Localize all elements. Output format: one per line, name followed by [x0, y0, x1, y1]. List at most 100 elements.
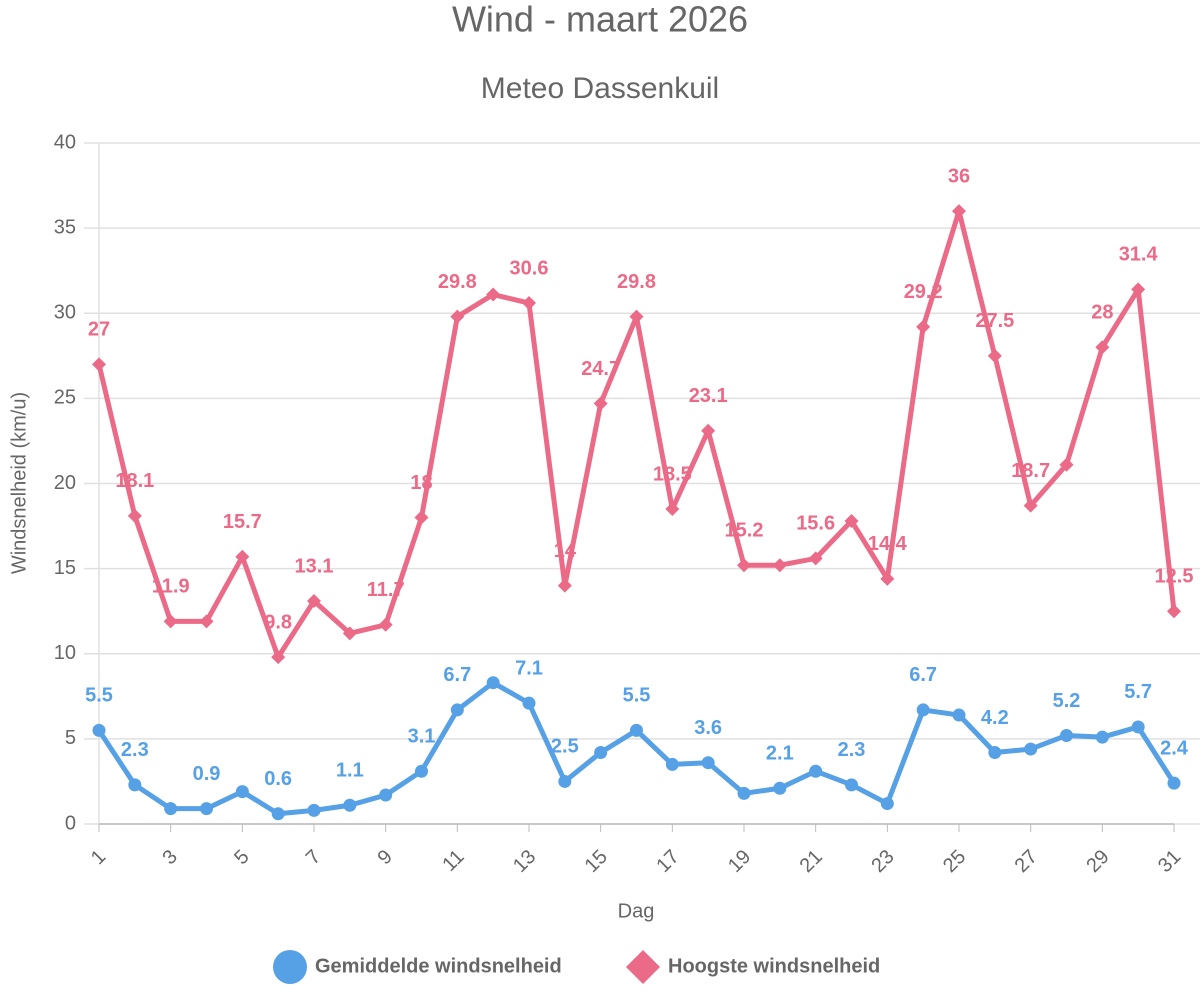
data-point	[880, 797, 894, 811]
data-point	[486, 676, 500, 690]
data-label: 9.8	[264, 611, 292, 633]
chart-subtitle: Meteo Dassenkuil	[481, 72, 719, 105]
data-point	[128, 778, 142, 792]
y-tick-label: 5	[65, 727, 76, 749]
data-point	[772, 558, 787, 573]
data-label: 3.1	[408, 726, 436, 748]
data-point	[1095, 730, 1109, 744]
data-label: 18.1	[115, 470, 154, 492]
data-point	[92, 723, 106, 737]
data-point	[1024, 742, 1038, 756]
data-point	[1059, 457, 1074, 472]
data-point	[1167, 776, 1181, 790]
data-label: 11.9	[152, 576, 190, 598]
data-point	[665, 502, 680, 517]
data-point	[701, 756, 715, 770]
y-tick-label: 40	[54, 131, 76, 153]
x-tick-label: 23	[867, 846, 898, 877]
data-point	[450, 703, 464, 717]
data-point	[916, 703, 930, 717]
data-point	[307, 803, 321, 817]
data-point	[987, 348, 1002, 363]
data-point	[342, 626, 357, 641]
data-label: 15.2	[725, 520, 764, 542]
x-tick-label: 11	[438, 846, 468, 876]
data-point	[594, 745, 608, 759]
data-point	[271, 650, 286, 665]
y-axis-label: Windsnelheid (km/u)	[8, 392, 30, 574]
data-label: 18.5	[653, 463, 692, 485]
y-tick-label: 20	[54, 472, 76, 494]
chart-title: Wind - maart 2026	[452, 0, 748, 40]
data-label: 23.1	[689, 385, 728, 407]
data-label: 31.4	[1119, 244, 1159, 266]
data-point	[1131, 282, 1146, 297]
data-point	[271, 807, 285, 821]
data-label: 28	[1091, 302, 1113, 324]
data-point	[557, 578, 572, 593]
data-point	[737, 558, 751, 573]
data-label: 24.7	[581, 358, 620, 380]
data-label: 30.6	[510, 257, 549, 279]
data-label: 5.7	[1124, 681, 1152, 703]
x-tick-label: 17	[652, 846, 683, 877]
y-tick-label: 30	[54, 302, 76, 324]
data-point	[1131, 720, 1145, 734]
x-tick-label: 3	[159, 846, 182, 869]
x-tick-label: 1	[87, 846, 110, 869]
data-label: 13.1	[295, 555, 334, 577]
data-label: 1.1	[336, 760, 364, 782]
data-point	[1023, 498, 1038, 513]
data-point	[522, 296, 536, 311]
legend-marker	[626, 950, 660, 984]
data-point	[629, 309, 644, 324]
data-point	[379, 788, 393, 802]
data-point	[1060, 728, 1073, 742]
data-point	[127, 508, 142, 523]
data-point	[415, 764, 428, 778]
data-label: 14.4	[868, 533, 908, 555]
legend-label: Hoogste windsnelheid	[668, 955, 880, 977]
data-point	[773, 781, 787, 795]
x-tick-label: 15	[581, 846, 612, 877]
y-tick-label: 15	[54, 557, 76, 579]
data-label: 0.6	[264, 768, 292, 790]
data-point	[952, 204, 966, 219]
data-point	[916, 319, 931, 334]
data-point	[199, 614, 214, 629]
data-point	[235, 549, 250, 564]
data-label: 2.4	[1160, 737, 1189, 759]
data-point	[1095, 340, 1110, 355]
data-point	[665, 757, 679, 771]
x-tick-label: 7	[302, 846, 325, 869]
x-tick-label: 5	[230, 846, 253, 869]
data-label: 6.7	[909, 664, 937, 686]
x-tick-label: 27	[1011, 846, 1042, 877]
data-label: 27.5	[975, 310, 1014, 332]
data-label: 7.1	[515, 657, 543, 679]
x-tick-label: 21	[796, 846, 827, 877]
data-point	[808, 551, 823, 566]
data-point	[701, 423, 716, 438]
data-point	[450, 309, 465, 324]
x-axis-label: Dag	[618, 900, 655, 922]
data-label: 2.3	[121, 739, 149, 761]
data-point	[486, 287, 501, 302]
x-tick-label: 9	[374, 846, 397, 869]
x-tick-label: 31	[1154, 846, 1185, 877]
data-label: 4.2	[981, 707, 1009, 729]
data-point	[522, 696, 536, 710]
data-point	[92, 357, 106, 372]
data-point	[164, 802, 178, 816]
data-label: 0.9	[193, 763, 221, 785]
data-label: 5.5	[623, 685, 651, 707]
legend-marker	[273, 950, 307, 984]
data-point	[845, 778, 858, 792]
data-point	[200, 802, 213, 816]
y-tick-label: 10	[54, 642, 76, 664]
data-point	[844, 513, 859, 528]
data-label: 2.5	[551, 736, 579, 758]
data-label: 2.3	[838, 739, 866, 761]
data-label: 15.6	[796, 513, 835, 535]
